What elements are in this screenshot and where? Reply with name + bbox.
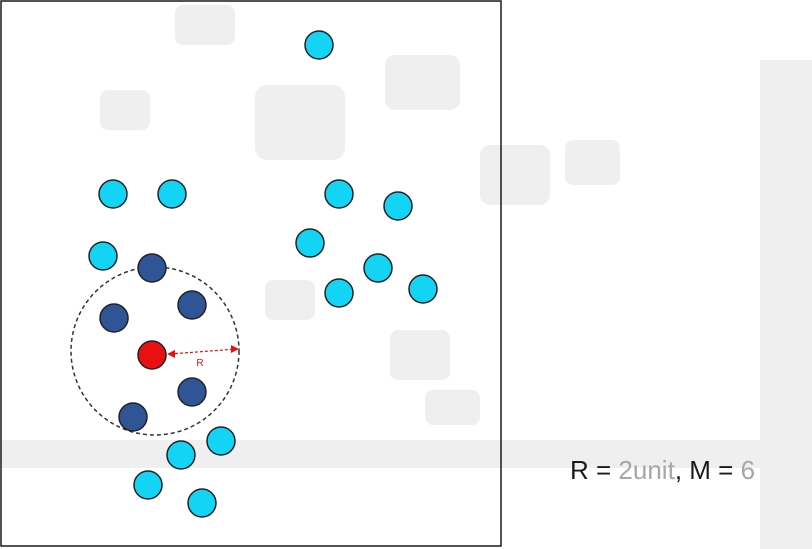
radius-label: R xyxy=(196,358,203,369)
m-value: 6 xyxy=(740,455,756,485)
outside-point xyxy=(304,30,334,60)
outside-point xyxy=(157,179,187,209)
outside-point xyxy=(295,228,325,258)
outside-point xyxy=(133,470,163,500)
plot-frame xyxy=(0,0,502,547)
radius-arrow-head-right xyxy=(231,345,239,353)
r-value: 2unit xyxy=(618,455,675,485)
neighbor-point xyxy=(99,303,129,333)
outside-point xyxy=(324,278,354,308)
neighbor-point xyxy=(137,253,167,283)
r-label: R = xyxy=(570,455,612,485)
neighbor-point xyxy=(177,290,207,320)
outside-point xyxy=(383,191,413,221)
radius-arrow-head-left xyxy=(167,350,175,358)
outside-point xyxy=(408,274,438,304)
radius-equation: R = 2unit, M = 6 xyxy=(570,455,755,486)
outside-point xyxy=(166,440,196,470)
neighbor-point xyxy=(177,377,207,407)
outside-point xyxy=(206,426,236,456)
radius-arrow xyxy=(169,348,238,355)
neighbor-point xyxy=(118,402,148,432)
outside-point xyxy=(187,488,217,518)
query-point xyxy=(137,340,167,370)
outside-point xyxy=(88,241,118,271)
outside-point xyxy=(98,179,128,209)
m-label: , M = xyxy=(674,455,734,485)
outside-point xyxy=(324,179,354,209)
outside-point xyxy=(363,253,393,283)
